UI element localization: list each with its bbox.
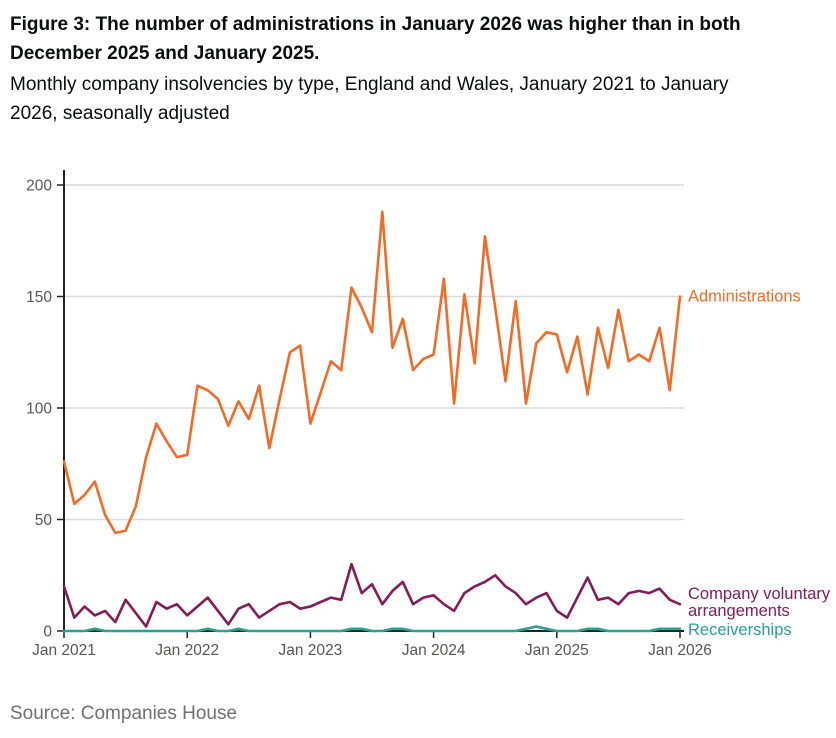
company-voluntary-arrangements-label: Company voluntary (688, 585, 831, 603)
figure-subtitle: Monthly company insolvencies by type, En… (10, 70, 822, 128)
administrations-line (62, 210, 682, 535)
x-tick-label: Jan 2025 (525, 642, 589, 659)
y-tick-label: 200 (26, 178, 52, 195)
administrations-label: Administrations (688, 288, 801, 306)
figure-title-line1: Figure 3: The number of administrations … (10, 14, 741, 35)
receiverships-line (62, 625, 682, 633)
x-tick-label: Jan 2024 (402, 642, 466, 659)
figure-subtitle-line2: 2026, seasonally adjusted (10, 103, 230, 124)
y-tick-label: 150 (26, 289, 52, 306)
x-tick-label: Jan 2026 (648, 642, 712, 659)
x-tick-label: Jan 2022 (155, 642, 219, 659)
x-tick-label: Jan 2023 (279, 642, 343, 659)
y-tick-label: 0 (43, 624, 52, 641)
x-tick-label: Jan 2021 (32, 642, 96, 659)
source-note: Source: Companies House (10, 703, 238, 724)
figure-title: Figure 3: The number of administrations … (10, 10, 822, 68)
company-voluntary-arrangements-label: arrangements (688, 602, 790, 620)
y-tick-label: 50 (35, 512, 53, 529)
chart-header: Figure 3: The number of administrations … (0, 0, 836, 128)
company-voluntary-arrangements-line (62, 562, 682, 628)
line-chart-area: 0 50 100 150 200 Jan 2021 Jan 2022 Jan 2023 Jan … (0, 158, 836, 680)
figure-title-line2: December 2025 and January 2025. (10, 43, 320, 64)
receiverships-label: Receiverships (688, 621, 792, 639)
y-tick-label: 100 (26, 401, 52, 418)
figure-subtitle-line1: Monthly company insolvencies by type, En… (10, 74, 729, 95)
insolvency-line-chart: 0 50 100 150 200 Jan 2021 Jan 2022 Jan 2023 Jan … (26, 170, 831, 659)
